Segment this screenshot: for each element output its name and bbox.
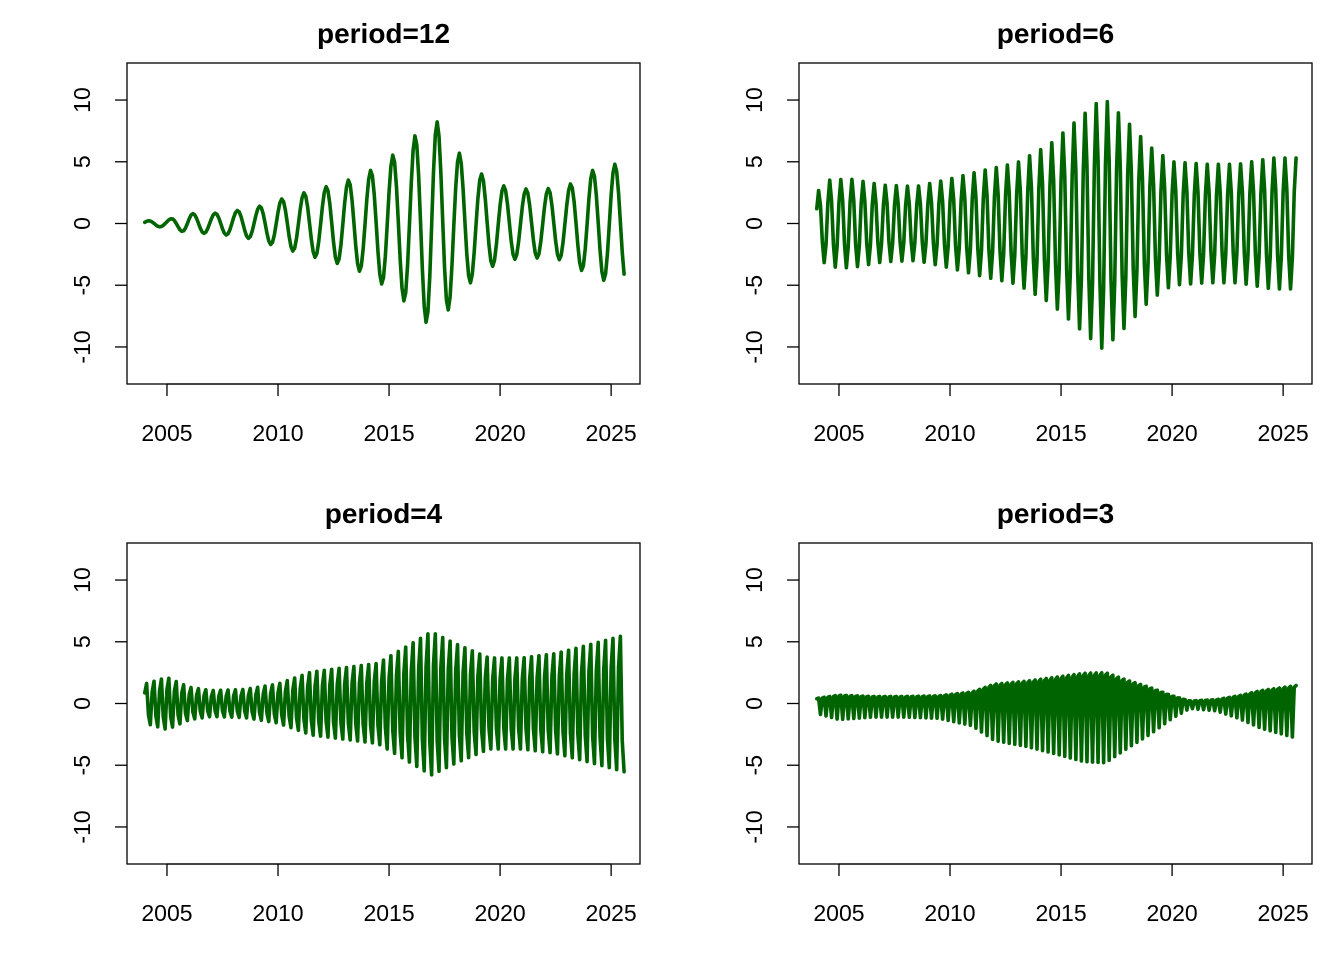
panel-period-12: period=12 2005 2010 2015 2020 2025 -10 -5 0 5 10	[69, 18, 641, 446]
axes: 2005 2010 2015 2020 2025 -10 -5 0 5 10	[741, 62, 1313, 446]
y-tick-label: 0	[741, 697, 767, 710]
y-tick-label: -5	[741, 275, 767, 295]
x-tick-label: 2005	[141, 900, 192, 926]
y-tick-label: 10	[69, 567, 95, 593]
axes: 2005 2010 2015 2020 2025 -10 -5 0 5 10	[69, 62, 641, 446]
axes: 2005 2010 2015 2020 2025 -10 -5 0 5 10	[741, 542, 1313, 926]
y-tick-label: 5	[69, 155, 95, 168]
y-tick-label: 10	[741, 567, 767, 593]
x-tick-label: 2020	[1147, 420, 1198, 446]
x-tick-label: 2025	[1258, 900, 1309, 926]
x-tick-label: 2010	[924, 420, 975, 446]
x-tick-label: 2025	[586, 420, 637, 446]
x-tick-label: 2010	[924, 900, 975, 926]
y-tick-label: 5	[69, 635, 95, 648]
axes: 2005 2010 2015 2020 2025 -10 -5 0 5 10	[69, 542, 641, 926]
x-tick-label: 2020	[1147, 900, 1198, 926]
y-tick-label: -10	[69, 810, 95, 843]
y-tick-label: -10	[741, 810, 767, 843]
series-line	[814, 99, 1298, 350]
y-tick-label: -10	[69, 330, 95, 363]
y-tick-label: 10	[741, 87, 767, 113]
y-tick-label: 0	[69, 217, 95, 230]
x-tick-label: 2015	[363, 420, 414, 446]
series-line	[814, 670, 1298, 765]
y-tick-label: -5	[69, 275, 95, 295]
panel-title: period=12	[317, 18, 450, 49]
y-tick-label: 0	[741, 217, 767, 230]
y-tick-label: -5	[69, 755, 95, 775]
x-tick-label: 2020	[475, 900, 526, 926]
x-tick-label: 2015	[1035, 420, 1086, 446]
panel-period-4: period=4 2005 2010 2015 2020 2025 -10 -5 0 5 10	[69, 498, 641, 926]
x-tick-label: 2025	[1258, 420, 1309, 446]
x-tick-label: 2015	[1035, 900, 1086, 926]
x-tick-label: 2015	[363, 900, 414, 926]
panel-period-6: period=6 2005 2010 2015 2020 2025 -10 -5 0 5 10	[741, 18, 1313, 446]
x-tick-label: 2005	[813, 420, 864, 446]
x-tick-label: 2020	[475, 420, 526, 446]
y-tick-label: 5	[741, 635, 767, 648]
series-line	[142, 632, 626, 777]
x-tick-label: 2005	[813, 900, 864, 926]
x-tick-label: 2010	[252, 900, 303, 926]
y-tick-label: 0	[69, 697, 95, 710]
panel-title: period=3	[997, 498, 1114, 529]
x-tick-label: 2025	[586, 900, 637, 926]
x-tick-label: 2005	[141, 420, 192, 446]
panel-title: period=4	[325, 498, 443, 529]
x-tick-label: 2010	[252, 420, 303, 446]
y-tick-label: 5	[741, 155, 767, 168]
series-line	[142, 120, 626, 325]
panel-title: period=6	[997, 18, 1114, 49]
panel-period-3: period=3 2005 2010 2015 2020 2025 -10 -5 0 5 10	[741, 498, 1313, 926]
y-tick-label: -5	[741, 755, 767, 775]
y-tick-label: -10	[741, 330, 767, 363]
y-tick-label: 10	[69, 87, 95, 113]
